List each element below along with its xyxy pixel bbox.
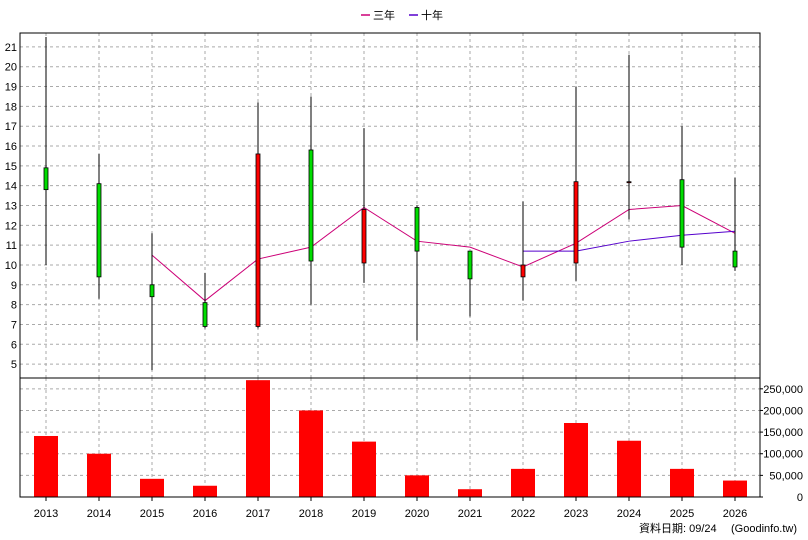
x-tick-label: 2016 [193, 508, 217, 520]
price-panel: 5 6 7 8 9 10 11 12 13 14 15 16 17 18 19 20 21 [5, 32, 761, 379]
x-tick-label: 2018 [299, 508, 323, 520]
volume-bar [34, 435, 58, 497]
price-tick-label: 6 [11, 339, 17, 351]
price-tick-label: 15 [5, 161, 17, 173]
x-axis: 2013 2014 2015 2016 2017 2018 2019 2020 2021 2022… [34, 497, 747, 520]
candle-body [520, 264, 526, 278]
volume-frame [19, 377, 761, 498]
x-tick-label: 2019 [352, 508, 376, 520]
volume-tick-label: 0 [797, 492, 803, 504]
source-label: (Goodinfo.tw) [731, 523, 797, 535]
legend: 三年 十年 [361, 8, 443, 22]
x-tick-label: 2014 [87, 508, 111, 520]
volume-bar [193, 485, 217, 497]
volume-bar [140, 478, 164, 497]
x-tick-label: 2015 [140, 508, 164, 520]
x-tick-label: 2017 [246, 508, 270, 520]
x-tick-label: 2025 [670, 508, 694, 520]
volume-bar [670, 468, 694, 497]
volume-tick-label: 200,000 [763, 405, 803, 417]
price-tick-label: 13 [5, 201, 17, 213]
price-tick-label: 20 [5, 62, 17, 74]
candle-body [573, 181, 579, 264]
price-tick-label: 17 [5, 121, 17, 133]
volume-bar [511, 468, 535, 497]
price-tick-label: 11 [6, 240, 17, 252]
volume-tick-label: 150,000 [763, 427, 803, 439]
price-tick-label: 12 [5, 220, 17, 232]
x-tick-label: 2021 [458, 508, 482, 520]
x-tick-label: 2023 [564, 508, 588, 520]
volume-bar [723, 480, 747, 497]
volume-bar [564, 423, 588, 497]
price-tick-label: 18 [5, 101, 17, 113]
candle-body [308, 149, 314, 262]
ma-line-ten-year [523, 230, 736, 252]
volume-tick-label: 100,000 [763, 449, 803, 461]
volume-bar [458, 489, 482, 497]
price-tick-label: 8 [11, 300, 17, 312]
candle-body [467, 250, 473, 280]
price-tick-label: 7 [11, 319, 17, 331]
volume-bar [617, 440, 641, 497]
candle-body [361, 209, 367, 264]
price-tick-label: 14 [5, 181, 17, 193]
price-tick-label: 10 [5, 260, 17, 272]
candle-body [255, 153, 261, 327]
volume-tick-label: 250,000 [763, 384, 803, 396]
candle-body [679, 179, 685, 248]
data-date-label: 資料日期: 09/24 [639, 521, 717, 535]
volume-tick-label: 50,000 [769, 470, 803, 482]
candle-body [414, 207, 420, 252]
candle-body [626, 181, 632, 184]
x-tick-label: 2013 [34, 508, 58, 520]
price-tick-label: 21 [5, 42, 17, 54]
candle-body [202, 302, 208, 327]
candle-body [96, 183, 102, 278]
legend-label-ten-year: 十年 [421, 8, 443, 22]
ma-line-three-year [151, 204, 736, 302]
legend-label-three-year: 三年 [373, 8, 395, 22]
price-tick-label: 9 [11, 280, 17, 292]
price-tick-label: 16 [5, 141, 17, 153]
x-tick-label: 2020 [405, 508, 429, 520]
volume-bar [405, 475, 429, 497]
x-tick-label: 2024 [617, 508, 641, 520]
volume-bar [352, 441, 376, 497]
price-tick-label: 19 [5, 82, 17, 94]
candle-body [149, 284, 155, 298]
candle-body [43, 167, 49, 191]
price-tick-label: 5 [11, 359, 17, 371]
volume-panel: 0 50,000 100,000 150,000 200,000 250,000 [19, 377, 803, 504]
x-tick-label: 2022 [511, 508, 535, 520]
volume-bar [87, 453, 111, 497]
candle-body [732, 250, 738, 268]
volume-bar [246, 380, 270, 497]
volume-bar [299, 410, 323, 497]
x-tick-label: 2026 [723, 508, 747, 520]
